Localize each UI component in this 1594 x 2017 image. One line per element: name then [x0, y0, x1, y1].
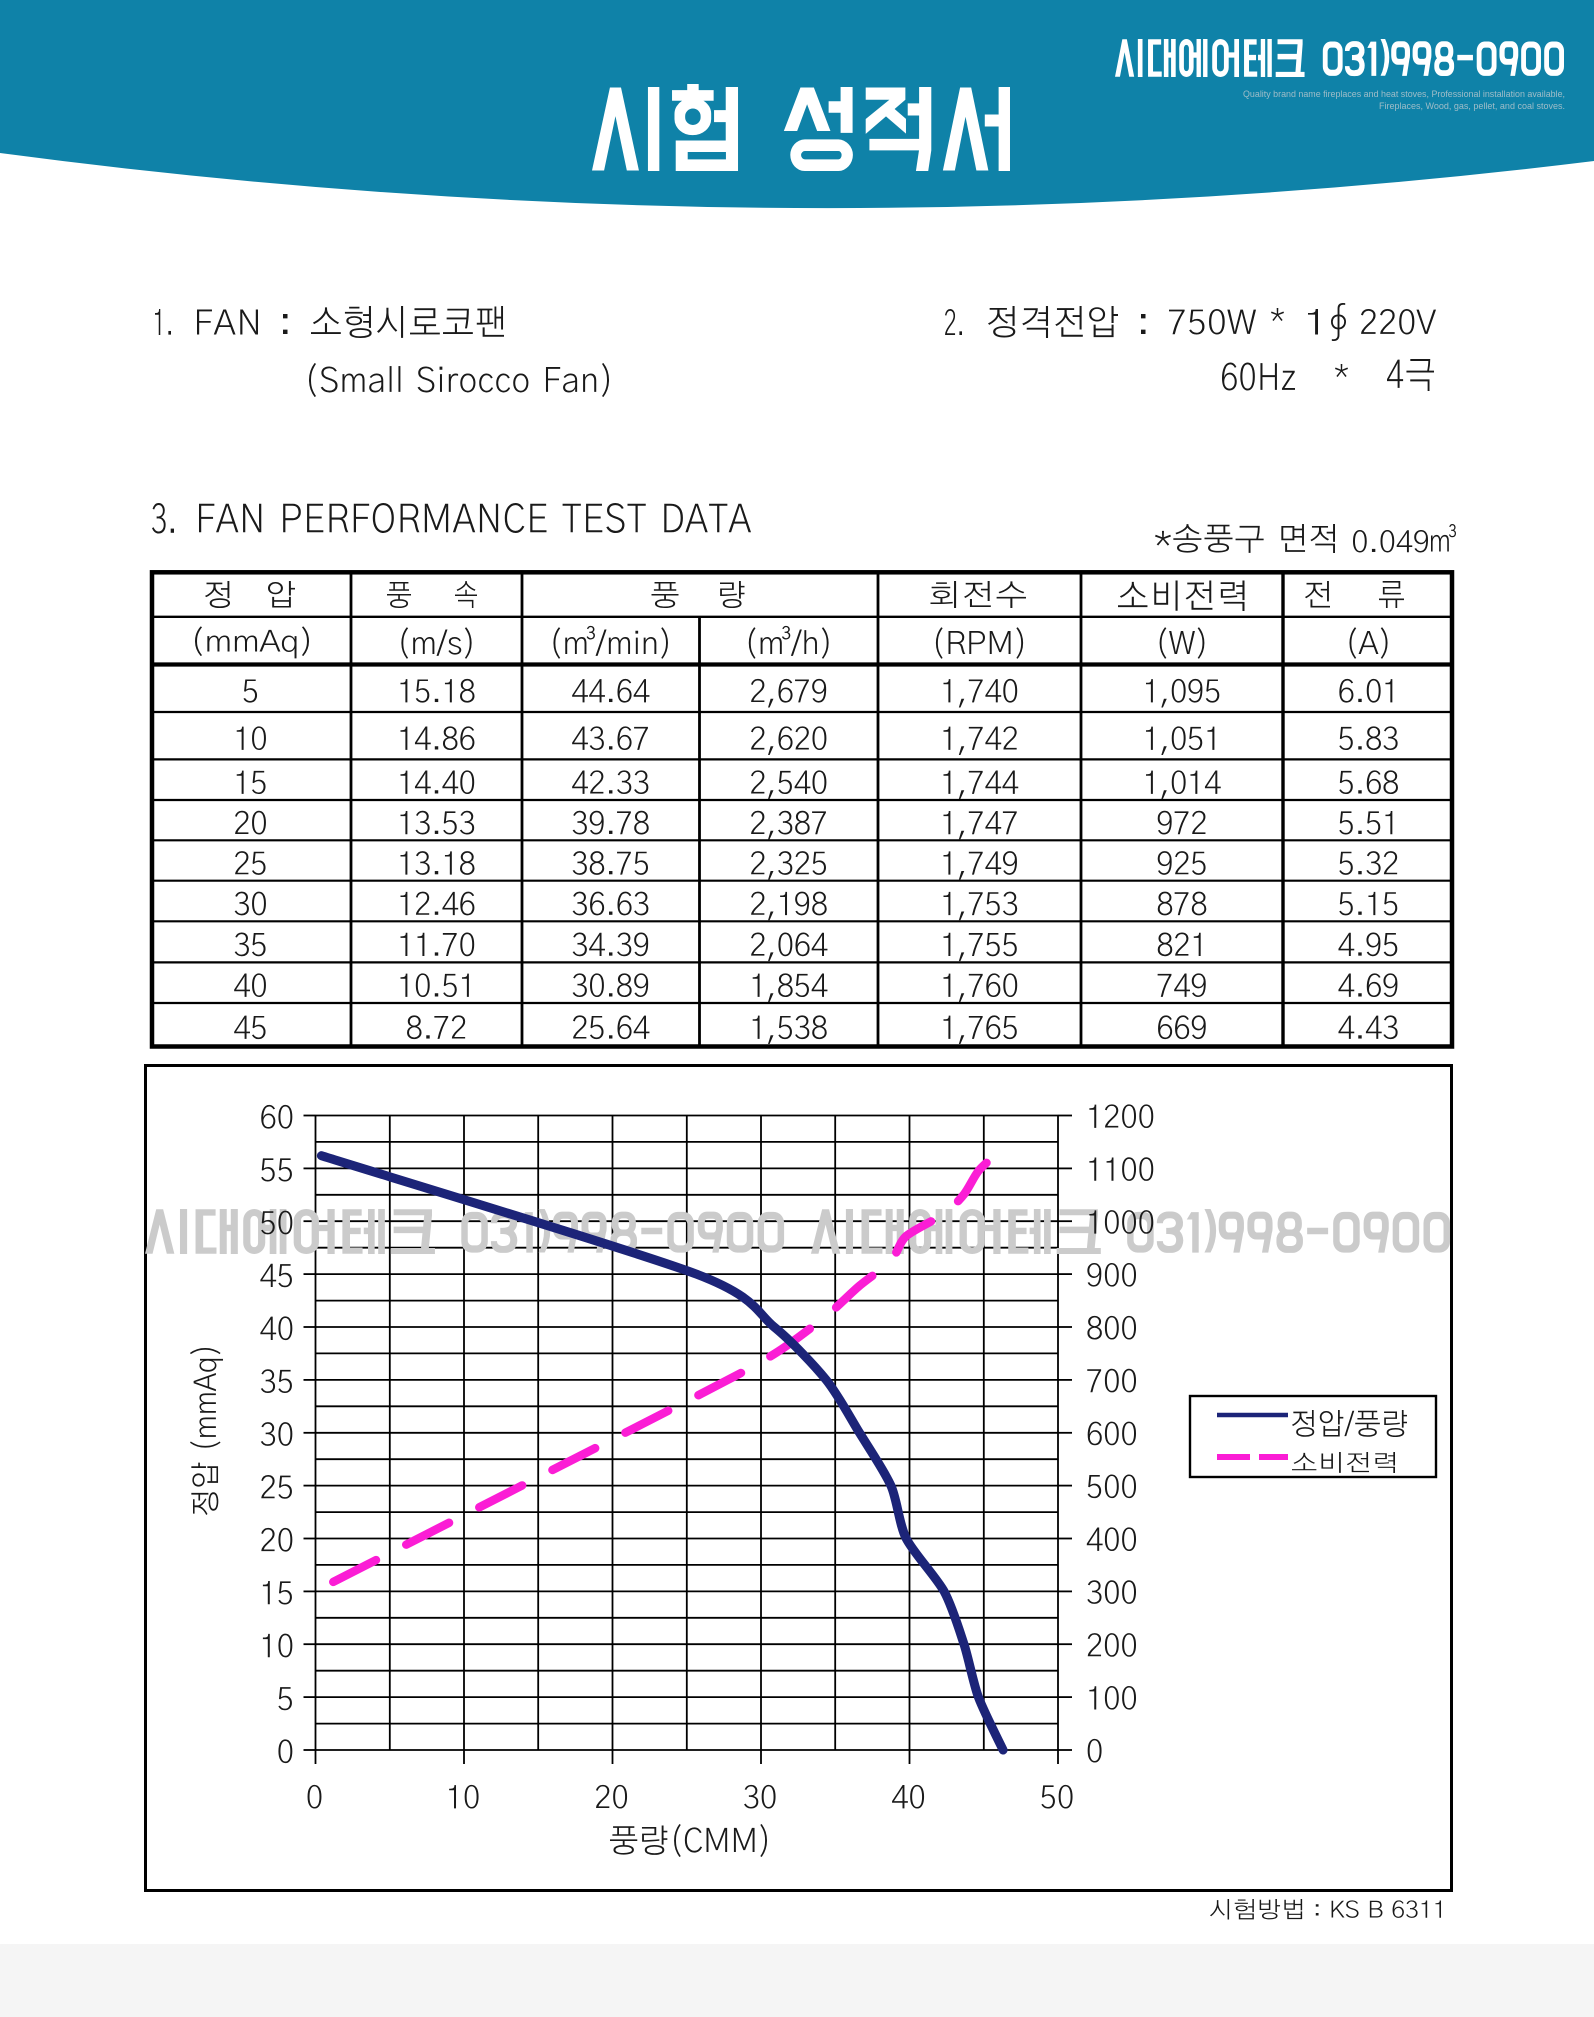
svg-text:Quality brand name fireplaces: Quality brand name fireplaces and heat s… — [1243, 89, 1565, 99]
svg-text:Fireplaces, Wood, gas, pellet,: Fireplaces, Wood, gas, pellet, and coal … — [1379, 101, 1565, 111]
